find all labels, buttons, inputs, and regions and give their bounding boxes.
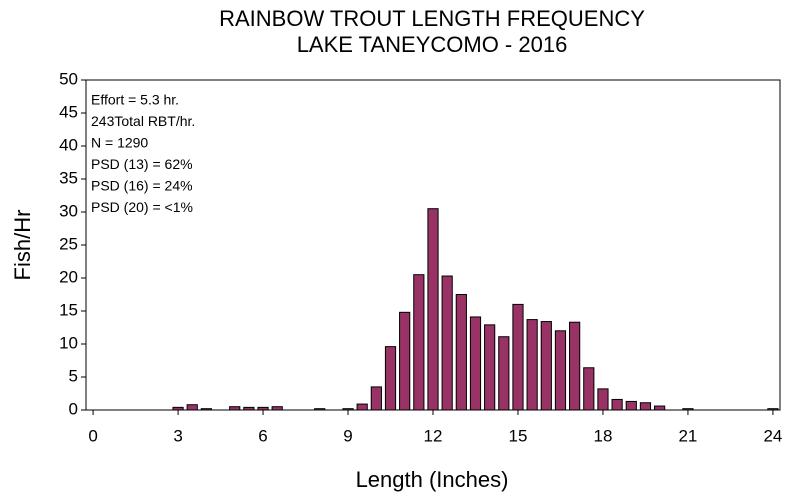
annotation: PSD (20) = <1% (91, 199, 193, 215)
bar (455, 294, 467, 411)
y-tick-label: 25 (59, 234, 78, 253)
bar (186, 404, 198, 411)
bar (512, 303, 524, 411)
bar (469, 316, 482, 411)
bar (413, 274, 425, 411)
x-axis-label: Length (Inches) (356, 467, 509, 492)
bar (526, 319, 538, 411)
x-tick-label: 3 (173, 426, 182, 445)
bar (583, 367, 595, 411)
annotation: N = 1290 (91, 135, 148, 151)
x-tick-label: 15 (509, 426, 528, 445)
bar (654, 405, 666, 411)
bar (569, 321, 581, 411)
bar (639, 402, 652, 411)
annotation: 243Total RBT/hr. (91, 113, 195, 129)
x-tick-label: 21 (678, 426, 697, 445)
bar (625, 400, 637, 411)
y-tick-label: 30 (59, 201, 78, 220)
x-tick-label: 6 (258, 426, 267, 445)
chart-subtitle: LAKE TANEYCOMO - 2016 (297, 32, 568, 57)
y-tick-label: 5 (69, 366, 78, 385)
y-tick-label: 50 (59, 69, 78, 88)
bar (370, 386, 382, 411)
plot-frame (85, 79, 781, 411)
chart-title: RAINBOW TROUT LENGTH FREQUENCY (219, 6, 645, 31)
y-axis-label: Fish/Hr (10, 210, 35, 281)
y-tick-label: 20 (59, 267, 78, 286)
x-tick-label: 9 (343, 426, 352, 445)
bar (399, 311, 411, 411)
bar (356, 403, 368, 411)
annotation: Effort = 5.3 hr. (91, 92, 179, 108)
bar (384, 346, 397, 411)
bar (441, 275, 453, 411)
bar (498, 336, 510, 411)
bar (484, 324, 496, 411)
x-tick-label: 24 (763, 426, 782, 445)
x-tick-label: 12 (424, 426, 443, 445)
bar (540, 321, 552, 411)
bar (554, 330, 567, 411)
y-tick-label: 15 (59, 300, 78, 319)
annotation: PSD (13) = 62% (91, 156, 193, 172)
x-tick-label: 0 (88, 426, 97, 445)
y-tick-label: 35 (59, 168, 78, 187)
bar (597, 388, 609, 411)
y-tick-label: 40 (59, 135, 78, 154)
bar (427, 208, 439, 411)
annotation: PSD (16) = 24% (91, 178, 193, 194)
bar (611, 398, 623, 411)
y-tick-label: 0 (69, 399, 78, 418)
x-tick-label: 18 (593, 426, 612, 445)
y-tick-label: 45 (59, 102, 78, 121)
y-tick-label: 10 (59, 333, 78, 352)
